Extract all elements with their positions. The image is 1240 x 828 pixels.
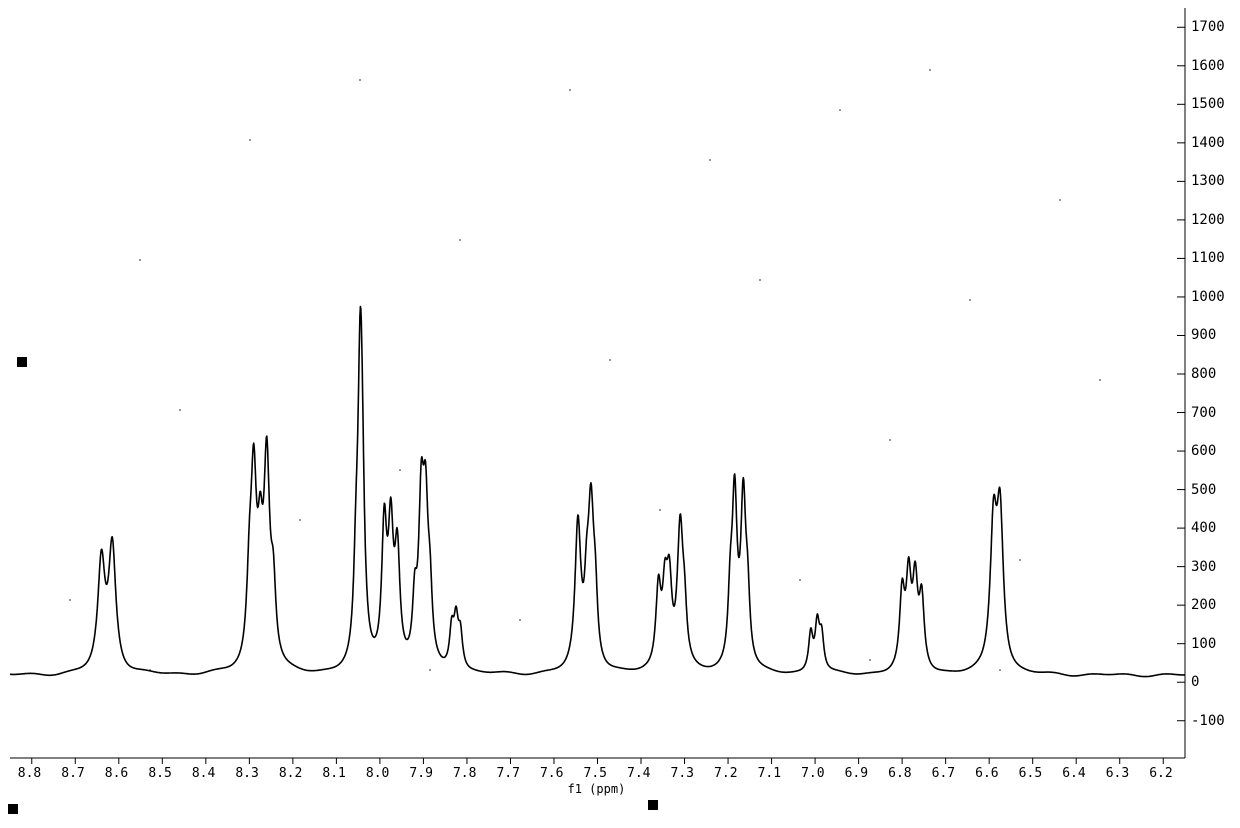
x-tick-label: 6.3 — [1106, 766, 1129, 781]
x-tick-label: 7.0 — [801, 766, 824, 781]
y-tick-label: 900 — [1191, 327, 1216, 343]
x-tick-label: 6.4 — [1062, 766, 1085, 781]
x-tick-label: 7.3 — [671, 766, 694, 781]
x-tick-label: 7.1 — [758, 766, 781, 781]
x-axis-label: f1 (ppm) — [568, 782, 626, 796]
x-tick-label: 8.8 — [18, 766, 41, 781]
x-tick-label: 8.0 — [366, 766, 389, 781]
x-tick-label: 7.8 — [453, 766, 476, 781]
x-tick-label: 6.9 — [845, 766, 868, 781]
y-tick-label: 1200 — [1191, 212, 1225, 228]
y-tick-label: 800 — [1191, 366, 1216, 382]
marker — [17, 357, 27, 367]
marker — [648, 800, 658, 810]
x-tick-label: 6.6 — [975, 766, 998, 781]
x-tick-label: 8.3 — [235, 766, 258, 781]
y-tick-label: 500 — [1191, 482, 1216, 498]
x-tick-label: 8.4 — [192, 766, 215, 781]
x-tick-label: 8.6 — [105, 766, 128, 781]
y-tick-label: -100 — [1191, 713, 1225, 729]
x-tick-label: 6.8 — [888, 766, 911, 781]
x-tick-label: 7.4 — [627, 766, 650, 781]
y-tick-label: 400 — [1191, 520, 1216, 536]
x-tick-label: 6.2 — [1149, 766, 1172, 781]
y-tick-label: 0 — [1191, 674, 1199, 690]
marker — [8, 804, 18, 814]
y-tick-label: 200 — [1191, 597, 1216, 613]
y-tick-label: 600 — [1191, 443, 1216, 459]
x-tick-label: 8.5 — [148, 766, 171, 781]
y-tick-label: 1500 — [1191, 96, 1225, 112]
x-tick-label: 7.2 — [714, 766, 737, 781]
y-tick-label: 1700 — [1191, 19, 1225, 35]
x-tick-label: 7.5 — [584, 766, 607, 781]
y-tick-label: 700 — [1191, 405, 1216, 421]
x-tick-label: 6.5 — [1019, 766, 1042, 781]
y-tick-label: 1100 — [1191, 250, 1225, 266]
x-tick-label: 7.9 — [409, 766, 432, 781]
x-tick-label: 7.7 — [496, 766, 519, 781]
x-tick-label: 7.6 — [540, 766, 563, 781]
y-tick-label: 1600 — [1191, 58, 1225, 74]
y-tick-label: 1400 — [1191, 135, 1225, 151]
nmr-spectrum-container: 8.8 8.7 8.6 8.5 8.4 8.3 8.2 8.1 8.0 7.9 7.8 7.7 7.6 7… — [0, 0, 1240, 828]
x-tick-label: 8.1 — [322, 766, 345, 781]
spectrum-plot — [0, 0, 1240, 828]
y-tick-label: 300 — [1191, 559, 1216, 575]
y-tick-label: 1300 — [1191, 173, 1225, 189]
x-tick-label: 8.7 — [61, 766, 84, 781]
x-tick-label: 8.2 — [279, 766, 302, 781]
y-tick-label: 1000 — [1191, 289, 1225, 305]
y-tick-label: 100 — [1191, 636, 1216, 652]
x-tick-label: 6.7 — [932, 766, 955, 781]
